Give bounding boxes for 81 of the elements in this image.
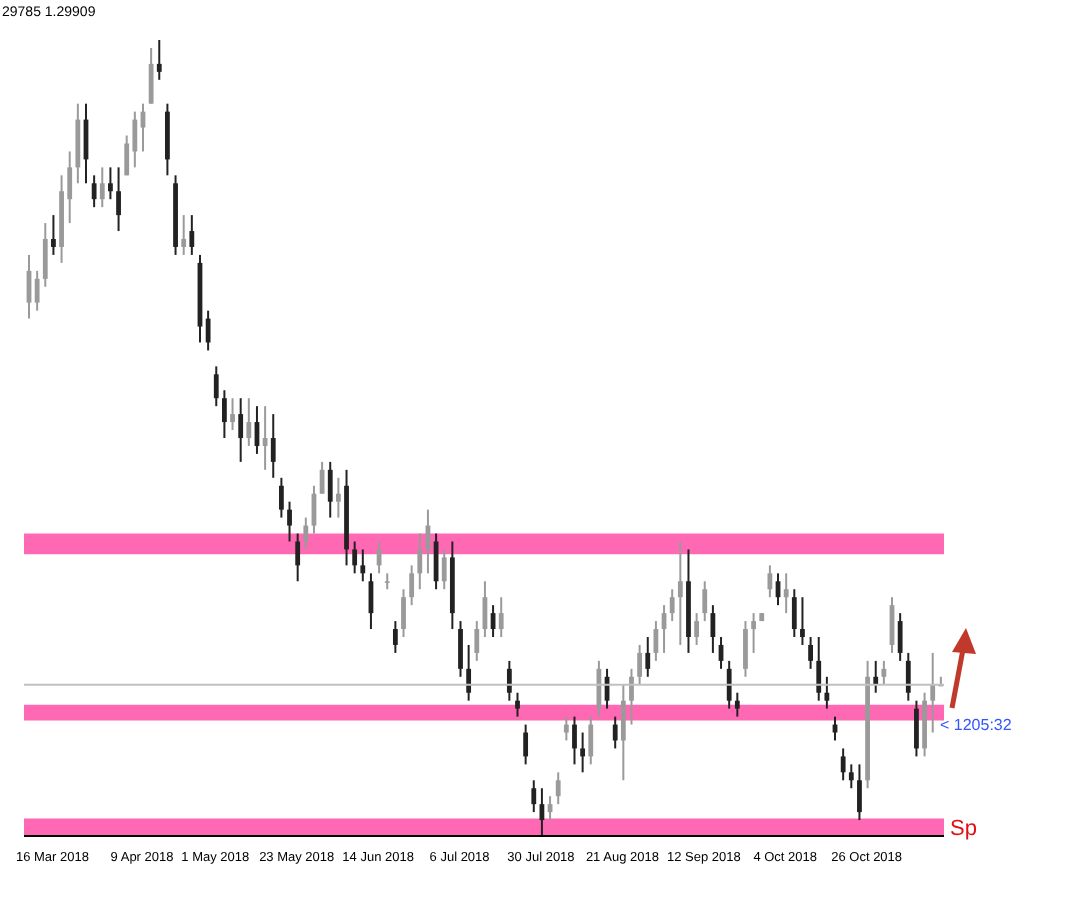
candlestick [637,643,643,686]
candlestick [278,476,284,519]
candlestick [205,309,211,352]
candlestick [694,612,700,646]
candlestick [401,588,406,638]
candlestick [563,715,569,742]
candlestick [751,612,756,654]
candlestick [857,763,862,822]
candlestick [34,269,40,312]
candlestick [498,596,504,638]
candlestick [327,460,333,519]
candlestick [726,659,732,710]
candlestick [474,620,480,662]
candlestick [262,405,268,471]
candlestick [783,572,789,615]
candlestick [246,397,252,447]
candlestick [417,532,423,591]
candlestick [816,636,822,702]
candlestick [791,588,797,638]
candlestick [905,651,911,702]
candlestick [165,102,170,177]
candlestick [930,651,936,734]
candlestick [677,540,683,646]
candlestick [922,691,927,758]
candlestick [458,620,463,678]
candlestick [531,779,537,814]
candlestick [303,516,309,551]
candlestick [352,540,358,575]
candlestick [230,397,235,432]
candlestick [132,110,138,169]
candlestick [91,174,97,209]
candlestick [156,40,162,81]
candlestick [669,588,675,623]
candlestick [75,102,81,185]
candlestick [743,620,748,678]
candlestick [881,659,887,686]
candlestick [702,580,708,623]
candlestick [148,46,154,105]
candlestick [873,659,879,694]
candlestick [213,365,219,408]
candlestick [441,548,447,591]
candlestick [612,715,618,750]
candlestick [360,548,366,583]
band-label: Sp [950,817,977,842]
candlestick [270,413,276,479]
candlestick [914,699,919,758]
candlestick [808,636,813,670]
candlestick [466,643,472,702]
candlestick [99,166,105,209]
candlestick [629,667,634,726]
candlestick [295,532,301,583]
candlestick [580,731,586,774]
candlestick [897,612,903,662]
candlestick [181,214,187,256]
candlestick [287,500,292,543]
candlestick [734,691,740,718]
candlestick [800,596,805,646]
candlestick [572,715,577,766]
annotation: < 1205:32 [940,716,1013,735]
candlestick [409,564,415,607]
candlestick [116,166,121,233]
candlestick [108,166,113,201]
candlestick [588,715,594,766]
candlestick [824,675,830,710]
candlestick [335,476,341,519]
candlestick [222,389,227,439]
candlestick [555,771,561,806]
candlestick [392,620,398,654]
candlestick [506,659,512,702]
candlestick [848,763,854,790]
candlestick [840,747,846,782]
candlestick [189,214,195,256]
candlestick [620,683,626,782]
candlestick [710,604,716,654]
candlestick [42,222,48,288]
candlestick [51,214,56,256]
candlestick [238,397,244,463]
candlestick [767,564,773,599]
candlestick [523,723,529,766]
candlestick [645,636,651,678]
candlestick [515,691,520,718]
